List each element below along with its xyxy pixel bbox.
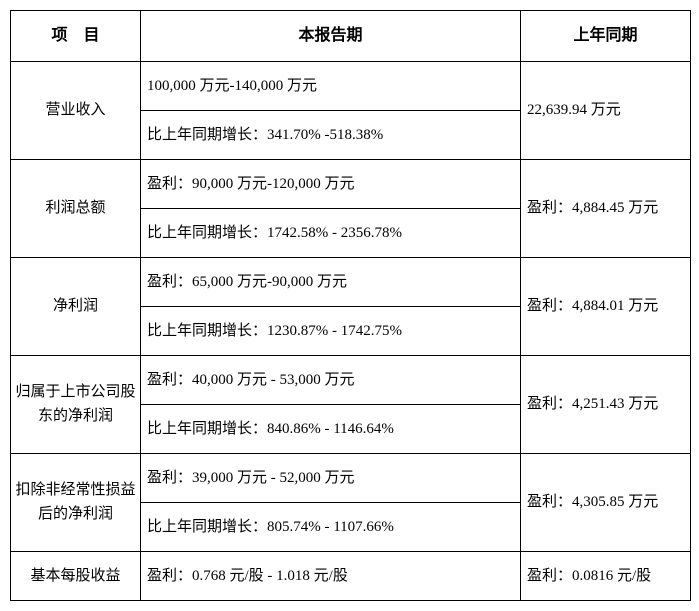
row-label-attributable: 归属于上市公司股东的净利润: [11, 355, 141, 453]
eps-value: 盈利：0.768 元/股 - 1.018 元/股: [141, 551, 521, 600]
row-label-nonrecurring: 扣除非经常性损益后的净利润: [11, 453, 141, 551]
attributable-growth: 比上年同期增长：840.86% - 1146.64%: [141, 404, 521, 453]
table-row: 基本每股收益 盈利：0.768 元/股 - 1.018 元/股 盈利：0.081…: [11, 551, 691, 600]
table-row: 扣除非经常性损益后的净利润 盈利：39,000 万元 - 52,000 万元 盈…: [11, 453, 691, 502]
nonrecurring-growth: 比上年同期增长：805.74% - 1107.66%: [141, 502, 521, 551]
total-profit-growth: 比上年同期增长：1742.58% - 2356.78%: [141, 208, 521, 257]
header-prior: 上年同期: [521, 11, 691, 62]
net-profit-growth: 比上年同期增长：1230.87% - 1742.75%: [141, 306, 521, 355]
row-label-revenue: 营业收入: [11, 61, 141, 159]
net-profit-value: 盈利：65,000 万元-90,000 万元: [141, 257, 521, 306]
header-current: 本报告期: [141, 11, 521, 62]
header-row: 项 目 本报告期 上年同期: [11, 11, 691, 62]
total-profit-prior: 盈利：4,884.45 万元: [521, 159, 691, 257]
table-row: 利润总额 盈利：90,000 万元-120,000 万元 盈利：4,884.45…: [11, 159, 691, 208]
row-label-net-profit: 净利润: [11, 257, 141, 355]
attributable-value: 盈利：40,000 万元 - 53,000 万元: [141, 355, 521, 404]
total-profit-value: 盈利：90,000 万元-120,000 万元: [141, 159, 521, 208]
row-label-eps: 基本每股收益: [11, 551, 141, 600]
revenue-value: 100,000 万元-140,000 万元: [141, 61, 521, 110]
revenue-prior: 22,639.94 万元: [521, 61, 691, 159]
table-row: 营业收入 100,000 万元-140,000 万元 22,639.94 万元: [11, 61, 691, 110]
row-label-total-profit: 利润总额: [11, 159, 141, 257]
eps-prior: 盈利：0.0816 元/股: [521, 551, 691, 600]
table-row: 归属于上市公司股东的净利润 盈利：40,000 万元 - 53,000 万元 盈…: [11, 355, 691, 404]
table-row: 净利润 盈利：65,000 万元-90,000 万元 盈利：4,884.01 万…: [11, 257, 691, 306]
nonrecurring-value: 盈利：39,000 万元 - 52,000 万元: [141, 453, 521, 502]
nonrecurring-prior: 盈利：4,305.85 万元: [521, 453, 691, 551]
revenue-growth: 比上年同期增长：341.70% -518.38%: [141, 110, 521, 159]
net-profit-prior: 盈利：4,884.01 万元: [521, 257, 691, 355]
header-item: 项 目: [11, 11, 141, 62]
attributable-prior: 盈利：4,251.43 万元: [521, 355, 691, 453]
financial-table: 项 目 本报告期 上年同期 营业收入 100,000 万元-140,000 万元…: [10, 10, 691, 601]
